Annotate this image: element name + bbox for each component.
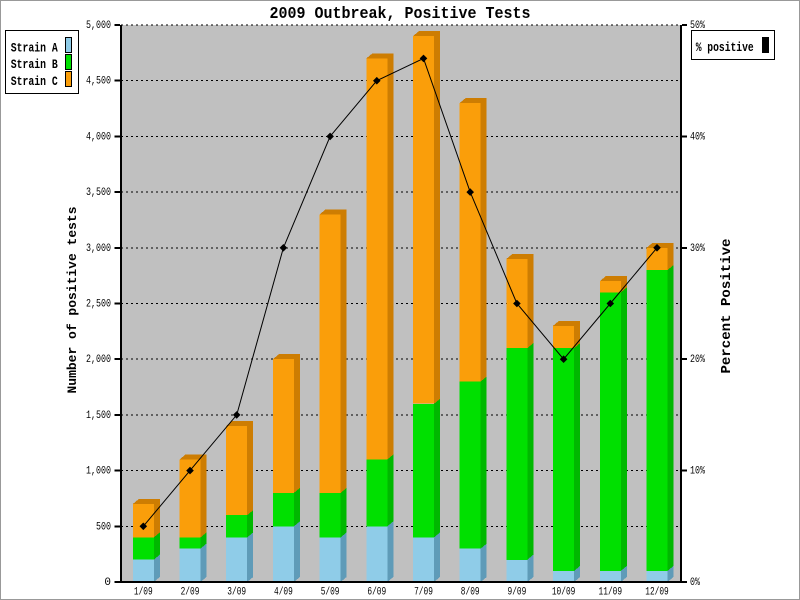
svg-text:1,500: 1,500: [86, 410, 111, 422]
svg-text:2,000: 2,000: [86, 354, 111, 366]
svg-text:1,000: 1,000: [86, 466, 111, 478]
svg-text:10%: 10%: [690, 466, 705, 478]
svg-text:0%: 0%: [690, 577, 700, 589]
svg-text:0: 0: [104, 577, 111, 589]
svg-text:20%: 20%: [690, 354, 705, 366]
svg-text:4,000: 4,000: [86, 131, 111, 143]
svg-text:7/09: 7/09: [414, 586, 433, 598]
svg-text:5/09: 5/09: [321, 586, 340, 598]
svg-text:50%: 50%: [690, 20, 705, 32]
svg-text:3,000: 3,000: [86, 243, 111, 255]
svg-text:1/09: 1/09: [134, 586, 153, 598]
svg-text:Strain B: Strain B: [11, 57, 58, 72]
svg-text:3/09: 3/09: [227, 586, 246, 598]
svg-text:6/09: 6/09: [367, 586, 386, 598]
svg-text:Strain C: Strain C: [11, 74, 58, 89]
svg-text:9/09: 9/09: [508, 586, 527, 598]
svg-text:Strain A: Strain A: [11, 41, 58, 56]
svg-text:2/09: 2/09: [181, 586, 200, 598]
svg-text:Number of positive tests: Number of positive tests: [65, 206, 80, 393]
svg-text:30%: 30%: [690, 243, 705, 255]
svg-text:4/09: 4/09: [274, 586, 293, 598]
svg-text:10/09: 10/09: [552, 586, 576, 598]
svg-text:8/09: 8/09: [461, 586, 480, 598]
svg-text:% positive: % positive: [696, 40, 754, 55]
svg-text:40%: 40%: [690, 131, 705, 143]
svg-text:11/09: 11/09: [599, 586, 623, 598]
svg-text:4,500: 4,500: [86, 76, 111, 88]
svg-text:2,500: 2,500: [86, 299, 111, 311]
svg-text:5,000: 5,000: [86, 20, 111, 32]
svg-text:Percent Positive: Percent Positive: [719, 239, 735, 374]
svg-text:3,500: 3,500: [86, 187, 111, 199]
svg-text:12/09: 12/09: [645, 586, 669, 598]
svg-text:500: 500: [96, 521, 111, 533]
svg-text:2009 Outbreak, Positive Tests: 2009 Outbreak, Positive Tests: [270, 5, 531, 24]
